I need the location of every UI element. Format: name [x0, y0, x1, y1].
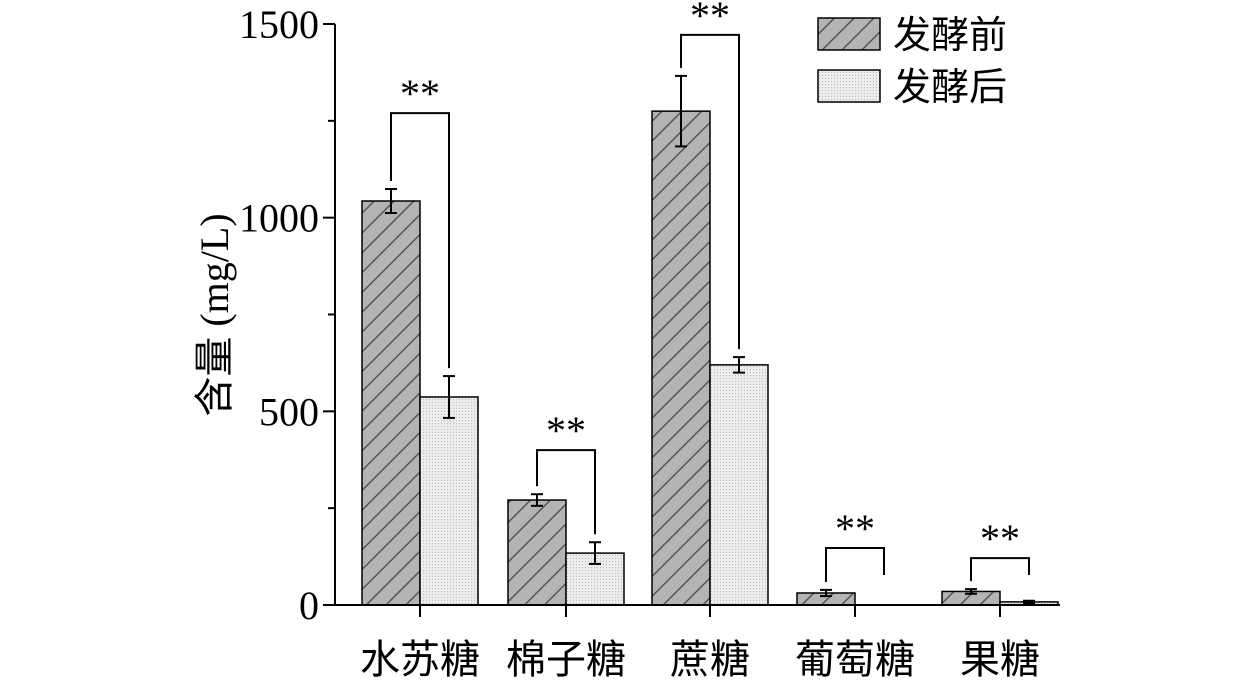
y-tick-label: 0: [299, 583, 319, 628]
legend-swatch: [817, 69, 881, 103]
legend-label: 发酵后: [893, 67, 1007, 109]
x-tick-label: 果糖: [960, 637, 1040, 682]
x-tick-label: 水苏糖: [360, 637, 480, 682]
significance-bracket: [970, 557, 1030, 582]
significance-mark: **: [835, 506, 875, 551]
significance-bracket: [825, 547, 885, 582]
y-axis-label: 含量 (mg/L): [192, 213, 237, 416]
bar-before: [507, 499, 567, 606]
y-tick-label: 500: [259, 389, 319, 434]
bar-after: [419, 396, 479, 606]
x-tick-label: 葡萄糖: [795, 637, 915, 682]
significance-mark: **: [546, 408, 586, 453]
bar-after: [709, 364, 769, 606]
x-tick-label: 蔗糖: [670, 637, 750, 682]
x-tick-label: 棉子糖: [506, 637, 626, 682]
significance-mark: **: [690, 0, 730, 38]
significance-bracket: [390, 112, 450, 369]
bar-before: [651, 110, 711, 606]
legend-swatch: [817, 17, 881, 51]
y-tick-label: 1000: [239, 196, 319, 241]
significance-bracket: [680, 33, 740, 350]
significance-mark: **: [400, 71, 440, 116]
significance-bracket: [536, 449, 596, 535]
legend-label: 发酵前: [893, 15, 1007, 57]
significance-mark: **: [980, 516, 1020, 561]
bar-before: [361, 200, 421, 606]
y-tick-label: 1500: [239, 2, 319, 47]
